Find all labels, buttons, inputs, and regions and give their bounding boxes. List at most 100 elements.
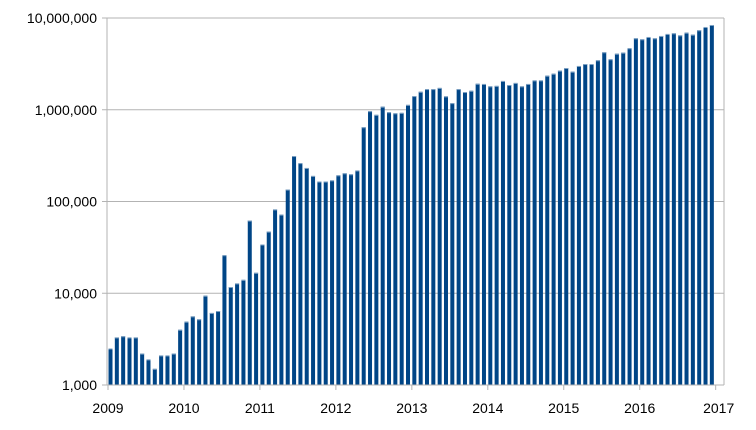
bar-top-highlight [228, 286, 233, 288]
bar [709, 24, 714, 385]
bar [254, 272, 259, 385]
bar-top-highlight [216, 311, 221, 313]
bar-top-highlight [450, 103, 455, 105]
bar [551, 73, 556, 385]
bar-top-highlight [380, 106, 385, 108]
bar [488, 86, 493, 386]
bar [209, 312, 214, 385]
bar-top-highlight [456, 89, 461, 91]
bar [526, 83, 531, 386]
bar [171, 353, 176, 385]
bar [165, 355, 170, 385]
bar [640, 39, 645, 385]
bar [387, 112, 392, 386]
bar-top-highlight [197, 319, 202, 321]
bar-top-highlight [589, 64, 594, 66]
bar-top-highlight [545, 75, 550, 77]
bar [159, 355, 164, 385]
bar [146, 359, 151, 385]
bar [178, 329, 183, 385]
bar [633, 38, 638, 385]
bar [614, 53, 619, 386]
bar [330, 180, 335, 385]
bar-top-highlight [500, 80, 505, 82]
bar-top-highlight [526, 83, 531, 85]
bar-top-highlight [551, 73, 556, 75]
bar [418, 91, 423, 385]
bar [437, 87, 442, 385]
x-tick-label: 2016 [624, 400, 655, 416]
bar [266, 231, 271, 385]
bar-top-highlight [203, 295, 208, 297]
bar-top-highlight [247, 220, 252, 222]
bar-top-highlight [633, 38, 638, 40]
bar [127, 337, 132, 385]
bar-top-highlight [184, 321, 189, 323]
bar-top-highlight [557, 70, 562, 72]
bar [425, 89, 429, 385]
bar [133, 337, 138, 385]
bar-top-highlight [640, 39, 645, 41]
x-tick-label: 2015 [548, 400, 579, 416]
bar-top-highlight [583, 64, 588, 66]
bar-top-highlight [481, 83, 486, 85]
bar [690, 34, 695, 386]
bar [216, 311, 221, 385]
bar [203, 295, 208, 385]
bar [583, 64, 588, 386]
bar-top-highlight [127, 337, 132, 339]
bar [494, 85, 499, 385]
bar-top-highlight [399, 112, 404, 114]
bar [507, 85, 512, 385]
bar-top-highlight [684, 32, 689, 34]
bar-top-highlight [513, 82, 518, 84]
bar-top-highlight [519, 86, 524, 88]
bar [298, 163, 303, 385]
bar [399, 112, 404, 385]
bar-top-highlight [304, 167, 309, 169]
x-tick-label: 2017 [703, 400, 734, 416]
x-tick-label: 2011 [245, 400, 275, 416]
bar-top-highlight [488, 86, 493, 88]
bar-top-highlight [165, 355, 170, 357]
bar-top-highlight [178, 329, 183, 331]
bar [456, 89, 461, 385]
bar-top-highlight [336, 175, 341, 177]
bar [462, 92, 467, 385]
bar-top-highlight [532, 80, 537, 82]
bar [311, 175, 316, 385]
bar [355, 170, 360, 385]
x-tick-label: 2012 [320, 400, 351, 416]
bar-top-highlight [355, 170, 360, 172]
bar-top-highlight [159, 355, 164, 357]
y-tick-label: 1,000 [62, 377, 97, 393]
y-tick-label: 10,000,000 [27, 10, 97, 26]
bar-top-highlight [614, 53, 619, 55]
axes [102, 17, 725, 390]
bar [545, 75, 550, 385]
bar [197, 319, 202, 385]
bar [349, 174, 354, 385]
bar [235, 283, 240, 385]
bar-top-highlight [133, 337, 138, 339]
bar [703, 26, 708, 385]
bar [317, 181, 322, 385]
x-tick-label: 2009 [92, 400, 123, 416]
bar [589, 64, 594, 386]
bar-top-highlight [311, 175, 316, 177]
bar [697, 30, 702, 386]
bar-top-highlight [564, 68, 569, 70]
bar [260, 244, 265, 385]
bar-top-highlight [241, 279, 246, 281]
bar [431, 89, 436, 385]
bar-top-highlight [570, 71, 575, 73]
bar-top-highlight [330, 180, 335, 182]
bar-top-highlight [538, 80, 543, 82]
bar-top-highlight [462, 92, 467, 94]
bar-top-highlight [678, 35, 683, 37]
bar-top-highlight [475, 83, 480, 85]
bar [368, 111, 373, 385]
bar [222, 255, 227, 385]
bar [684, 32, 689, 386]
bar-top-highlight [627, 48, 632, 50]
